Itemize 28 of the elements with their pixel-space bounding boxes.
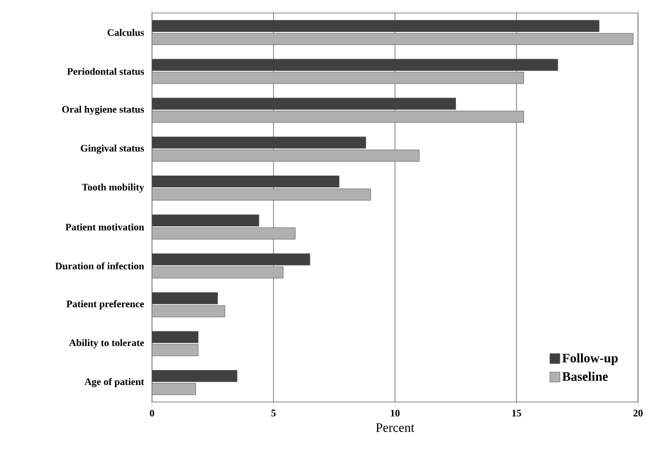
legend-label: Follow-up bbox=[562, 353, 618, 366]
x-tick-label: 20 bbox=[633, 410, 643, 416]
y-tick-label: Ability to tolerate bbox=[69, 339, 144, 348]
y-tick-label: Periodontal status bbox=[67, 68, 144, 75]
y-tick-label: Gingival status bbox=[80, 144, 144, 154]
bar bbox=[152, 305, 226, 318]
y-tick-label: Oral hygiene status bbox=[62, 106, 144, 115]
bar bbox=[152, 266, 284, 278]
x-axis-title: Percent bbox=[376, 423, 414, 432]
bar bbox=[152, 383, 196, 396]
y-tick-label: Calculus bbox=[108, 28, 144, 36]
bar bbox=[152, 150, 420, 162]
bar bbox=[152, 344, 198, 356]
x-tick-label: 15 bbox=[512, 410, 522, 416]
x-tick-label: 0 bbox=[150, 410, 154, 416]
y-tick-label: Patient preference bbox=[66, 300, 144, 310]
y-tick-label: Patient motivation bbox=[66, 223, 144, 230]
x-tick-label: 5 bbox=[271, 410, 276, 416]
bar bbox=[152, 228, 296, 240]
bar bbox=[152, 110, 524, 123]
legend-label: Baseline bbox=[562, 372, 608, 381]
bar bbox=[152, 33, 634, 45]
y-tick-label: Duration of infection bbox=[55, 262, 144, 270]
bar bbox=[152, 188, 371, 201]
bar bbox=[152, 72, 524, 84]
y-tick-label: Tooth mobility bbox=[82, 184, 144, 193]
x-tick-label: 10 bbox=[390, 410, 400, 416]
y-tick-label: Age of patient bbox=[84, 378, 144, 388]
